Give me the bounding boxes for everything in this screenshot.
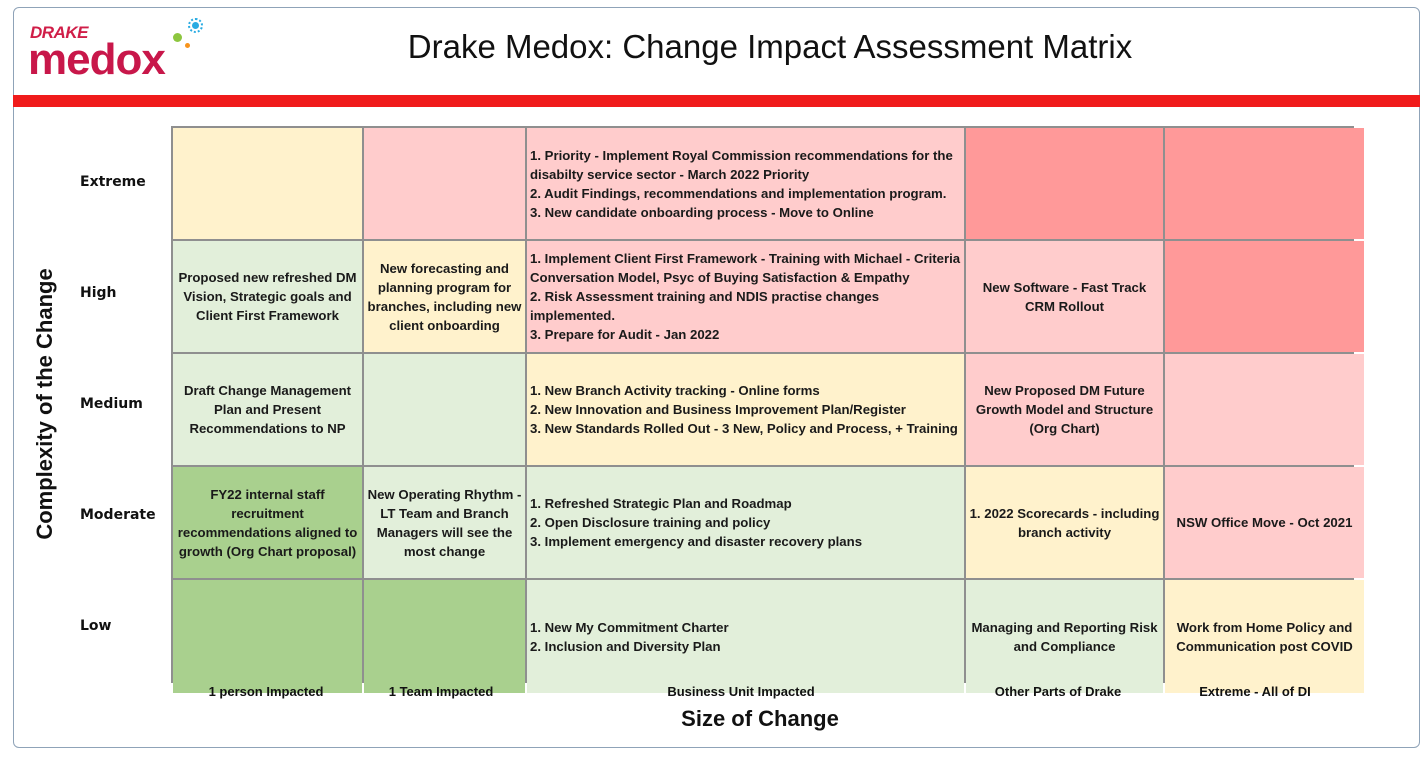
row-label-moderate: Moderate	[80, 507, 156, 523]
cell-list-item: 1. Implement Client First Framework - Tr…	[530, 251, 961, 285]
row-label-extreme: Extreme	[80, 174, 146, 190]
matrix-cell: NSW Office Move - Oct 2021	[1165, 467, 1364, 578]
drake-medox-logo: DRAKE medox	[28, 18, 210, 84]
cell-text-line: FY22 internal staff recruitment recommen…	[177, 486, 358, 559]
matrix-cell: 1. Priority - Implement Royal Commission…	[527, 128, 964, 239]
cell-text: 1. Refreshed Strategic Plan and Roadmap 2…	[530, 494, 862, 551]
matrix-cell: 1. 2022 Scorecards - including branch ac…	[966, 467, 1163, 578]
matrix-cell: Managing and Reporting Risk and Complian…	[966, 580, 1163, 693]
matrix-cell: 1. New Branch Activity tracking - Online…	[527, 354, 964, 465]
matrix-cell: FY22 internal staff recruitment recommen…	[173, 467, 362, 578]
cell-text: Work from Home Policy and Communication …	[1168, 618, 1361, 656]
cell-list-item: 2. Risk Assessment training and NDIS pra…	[530, 289, 880, 323]
matrix-cell: Draft Change Management Plan and Present…	[173, 354, 362, 465]
cell-text: 1. New Branch Activity tracking - Online…	[530, 381, 958, 438]
matrix-cell: Work from Home Policy and Communication …	[1165, 580, 1364, 693]
cell-text: 1. 2022 Scorecards - including branch ac…	[969, 504, 1160, 542]
page-title: Drake Medox: Change Impact Assessment Ma…	[407, 28, 1133, 65]
cell-list-item: 3. New candidate onboarding process - Mo…	[530, 204, 874, 220]
matrix-cell	[364, 580, 525, 693]
row-label-low: Low	[80, 618, 112, 634]
logo-drake-text: DRAKE	[30, 23, 88, 42]
cell-list-item: 1. New Branch Activity tracking - Online…	[530, 383, 820, 398]
matrix-cell: New forecasting and planning program for…	[364, 241, 525, 352]
cell-list-item: 1. Priority - Implement Royal Commission…	[530, 147, 953, 182]
x-axis-label: Size of Change	[681, 706, 839, 731]
matrix-cell	[364, 354, 525, 465]
matrix-cell: New Software - Fast Track CRM Rollout	[966, 241, 1163, 352]
cell-list-item: 3. Implement emergency and disaster reco…	[530, 534, 863, 549]
cell-text: New forecasting and planning program for…	[367, 259, 522, 335]
cell-list-item: 2. New Innovation and Business Improveme…	[530, 402, 906, 417]
cell-list-item: 3. New Standards Rolled Out - 3 New, Pol…	[530, 421, 958, 436]
cell-list-item: 2. Audit Findings, recommendations and i…	[530, 185, 947, 201]
column-label: 1 Team Impacted	[388, 684, 494, 699]
matrix-cell: Proposed new refreshed DM Vision, Strate…	[173, 241, 362, 352]
cell-text-line: 1. 2022 Scorecards - including branch ac…	[969, 505, 1160, 540]
cell-text-line: New Software - Fast Track CRM Rollout	[982, 279, 1147, 314]
matrix-cell: 1. Implement Client First Framework - Tr…	[527, 241, 964, 352]
column-label: Extreme - All of DI	[1199, 684, 1311, 699]
cell-text: 1. New My Commitment Charter 2. Inclusion…	[530, 618, 729, 656]
logo-blue-center-dot	[192, 22, 199, 29]
column-label: Business Unit Impacted	[667, 684, 815, 699]
column-label: Other Parts of Drake	[994, 684, 1122, 699]
cell-text-line: New forecasting and planning program for…	[367, 260, 522, 333]
matrix-cell: New Operating Rhythm - LT Team and Branc…	[364, 467, 525, 578]
matrix-cell	[1165, 241, 1364, 352]
matrix-cell: 1. Refreshed Strategic Plan and Roadmap 2…	[527, 467, 964, 578]
cell-text: 1. Priority - Implement Royal Commission…	[530, 146, 961, 222]
cell-text: Draft Change Management Plan and Present…	[176, 381, 359, 438]
matrix-cell	[364, 128, 525, 239]
cell-text: Managing and Reporting Risk and Complian…	[969, 618, 1160, 656]
logo-orange-dot	[185, 43, 190, 48]
row-label-high: High	[80, 285, 117, 301]
logo-green-dot	[173, 33, 182, 42]
matrix-cell	[173, 580, 362, 693]
matrix-cell: 1. New My Commitment Charter 2. Inclusion…	[527, 580, 964, 693]
logo-medox-text: medox	[28, 35, 166, 84]
y-axis-label: Complexity of the Change	[32, 268, 57, 540]
cell-text: 1. Implement Client First Framework - Tr…	[530, 249, 961, 344]
cell-text: New Software - Fast Track CRM Rollout	[969, 278, 1160, 316]
cell-list-item: 2. Open Disclosure training and policy	[530, 515, 771, 530]
cell-list-item: 1. Refreshed Strategic Plan and Roadmap	[530, 496, 792, 511]
cell-text-line: Managing and Reporting Risk and Complian…	[971, 619, 1158, 654]
cell-text: New Operating Rhythm - LT Team and Branc…	[367, 485, 522, 561]
cell-text: FY22 internal staff recruitment recommen…	[176, 485, 359, 561]
cell-text: New Proposed DM Future Growth Model and …	[969, 381, 1160, 438]
logo-blue-dot	[188, 18, 203, 33]
matrix-cell: New Proposed DM Future Growth Model and …	[966, 354, 1163, 465]
impact-matrix-grid: 1. Priority - Implement Royal Commission…	[171, 126, 1364, 693]
header-divider-bar	[13, 95, 1420, 107]
cell-text-line: New Proposed DM Future Growth Model and …	[975, 383, 1154, 436]
matrix-cell	[1165, 354, 1364, 465]
cell-list-item: 3. Prepare for Audit - Jan 2022	[530, 327, 720, 342]
cell-text-line: New Operating Rhythm - LT Team and Branc…	[367, 486, 522, 559]
matrix-cell	[173, 128, 362, 239]
matrix-cell	[966, 128, 1163, 239]
cell-text-line: Proposed new refreshed DM Vision, Strate…	[178, 270, 357, 323]
matrix-cell	[1165, 128, 1364, 239]
cell-text: NSW Office Move - Oct 2021	[1177, 513, 1353, 532]
cell-list-item: 2. Inclusion and Diversity Plan	[530, 638, 721, 654]
row-label-medium: Medium	[80, 396, 143, 412]
cell-text-line: Work from Home Policy and Communication …	[1176, 619, 1353, 654]
cell-list-item: 1. New My Commitment Charter	[530, 619, 729, 635]
cell-text-line: Draft Change Management Plan and Present…	[183, 383, 352, 436]
cell-text-line: NSW Office Move - Oct 2021	[1176, 515, 1353, 530]
cell-text: Proposed new refreshed DM Vision, Strate…	[176, 268, 359, 325]
column-label: 1 person Impacted	[208, 684, 324, 699]
